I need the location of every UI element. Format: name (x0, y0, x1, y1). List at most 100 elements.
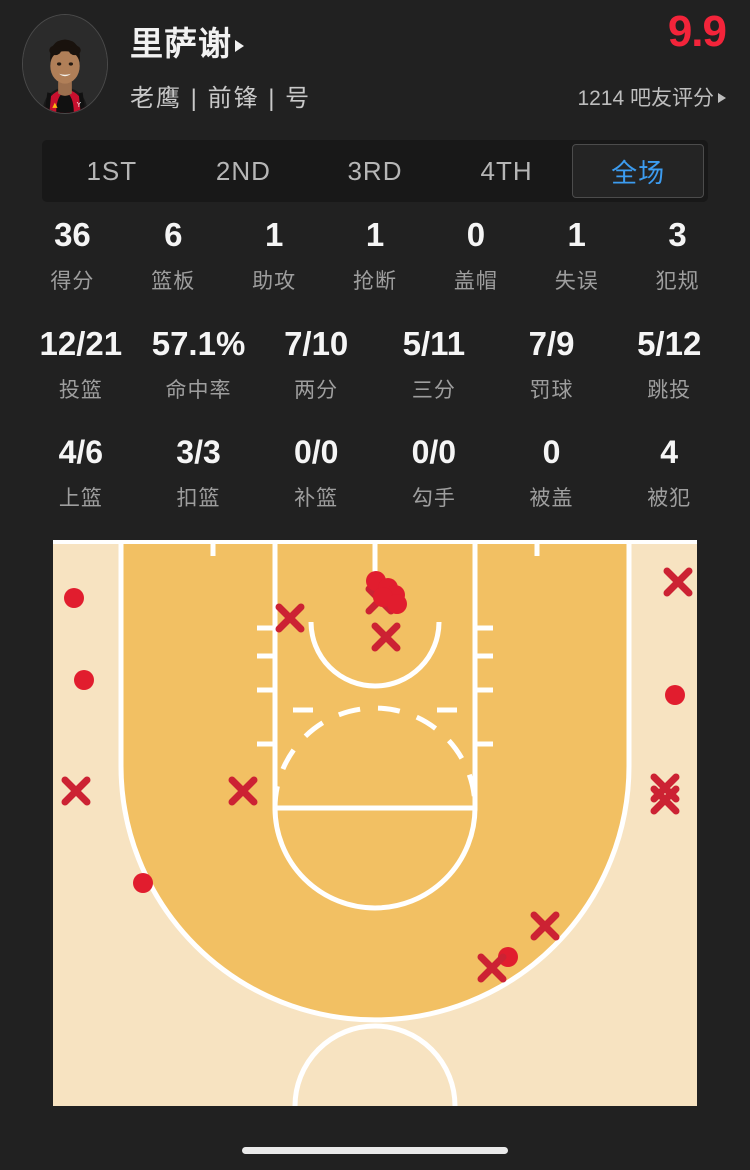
tab-full-game[interactable]: 全场 (572, 144, 704, 198)
stat-label: 勾手 (411, 487, 456, 510)
rating-subtitle[interactable]: 1214 吧友评分 (577, 82, 726, 112)
stat-putbacks: 0/0 补篮 (257, 436, 375, 512)
period-tabbar: 1ST 2ND 3RD 4TH 全场 (42, 140, 708, 202)
stat-value: 6 (164, 216, 183, 253)
shot-marker-made (665, 685, 685, 705)
stat-label: 失误 (554, 270, 599, 293)
stat-value: 4/6 (58, 434, 104, 470)
stat-label: 助攻 (252, 270, 297, 293)
stat-field-goals: 12/21 投篮 (22, 327, 140, 404)
home-indicator[interactable] (242, 1147, 508, 1154)
stat-value: 1 (264, 216, 284, 253)
shot-markers (61, 567, 693, 983)
stat-value: 5/12 (637, 325, 702, 362)
shot-marker-missed (477, 953, 507, 983)
shot-chart[interactable] (53, 540, 697, 1106)
stat-steals: 1 抢断 (325, 218, 426, 295)
stat-label: 跳投 (647, 379, 692, 402)
stat-value: 3/3 (176, 434, 221, 470)
chevron-right-icon (718, 93, 726, 103)
tab-4th[interactable]: 4TH (480, 155, 533, 186)
svg-text:Y: Y (76, 101, 82, 109)
stat-row-shot-types: 4/6 上篮 3/3 扣篮 0/0 补篮 0/0 勾手 0 被盖 4 被犯 (22, 436, 728, 512)
stat-table: 36 得分 6 篮板 1 助攻 1 抢断 0 盖帽 1 失误 3 犯规 12/ (0, 218, 750, 512)
stat-value: 1 (567, 216, 586, 253)
stat-label: 犯规 (655, 270, 700, 293)
stat-jump-shots: 5/12 跳投 (610, 327, 728, 404)
shot-marker-missed (61, 776, 91, 806)
shot-marker-made (133, 873, 153, 893)
stat-value: 36 (54, 216, 91, 253)
stat-fg-percent: 57.1% 命中率 (140, 327, 258, 404)
stat-label: 被盖 (529, 487, 574, 510)
stat-label: 得分 (50, 270, 95, 293)
stat-value: 3 (668, 216, 687, 253)
stat-row-basic: 36 得分 6 篮板 1 助攻 1 抢断 0 盖帽 1 失误 3 犯规 (22, 218, 728, 295)
stat-fouls-drawn: 4 被犯 (610, 436, 728, 512)
stat-label: 补篮 (294, 487, 339, 510)
stat-rebounds: 6 篮板 (123, 218, 224, 295)
stat-value: 4 (660, 434, 679, 470)
shot-marker-missed (275, 603, 305, 633)
stat-label: 投篮 (58, 379, 103, 402)
player-name-block: 里萨谢 老鹰 | 前锋 | 号 (130, 14, 728, 113)
stat-layups: 4/6 上篮 (22, 436, 140, 512)
rating-subtitle-text: 1214 吧友评分 (577, 87, 714, 110)
stat-label: 抢断 (353, 270, 397, 293)
player-name[interactable]: 里萨谢 (130, 25, 728, 62)
stat-turnovers: 1 失误 (526, 218, 627, 295)
shot-marker-made (387, 594, 407, 614)
tab-1st[interactable]: 1ST (86, 155, 138, 186)
tab-3rd[interactable]: 3RD (347, 155, 403, 186)
shot-marker-missed (530, 911, 560, 941)
court-diagram (53, 540, 697, 1106)
player-header: ▲ Y 里萨谢 老鹰 | 前锋 | 号 9.9 1214 吧友评分 (0, 0, 750, 130)
tab-2nd[interactable]: 2ND (215, 155, 271, 186)
stat-value: 12/21 (39, 325, 123, 362)
shot-marker-made (498, 947, 518, 967)
stat-points: 36 得分 (22, 218, 123, 295)
stat-label: 罚球 (529, 379, 574, 402)
stat-assists: 1 助攻 (224, 218, 325, 295)
stat-blocks: 0 盖帽 (425, 218, 526, 295)
svg-text:▲: ▲ (52, 101, 58, 109)
stat-value: 0 (542, 434, 561, 470)
stat-label: 被犯 (647, 487, 692, 510)
shot-marker-missed (650, 785, 680, 815)
player-headshot-icon: ▲ Y (23, 15, 107, 113)
avatar[interactable]: ▲ Y (22, 14, 108, 114)
stat-value: 5/11 (402, 325, 466, 362)
stat-label: 篮板 (151, 270, 196, 293)
player-name-text: 里萨谢 (130, 25, 232, 62)
stat-dunks: 3/3 扣篮 (140, 436, 258, 512)
stat-label: 盖帽 (453, 270, 498, 293)
stat-label: 三分 (411, 379, 456, 402)
stat-free-throws: 7/9 罚球 (493, 327, 611, 404)
stat-value: 0/0 (411, 434, 457, 470)
stat-three-pointers: 5/11 三分 (375, 327, 493, 404)
stat-value: 7/10 (284, 325, 349, 362)
chevron-right-icon (235, 40, 244, 53)
player-meta: 老鹰 | 前锋 | 号 (130, 85, 312, 113)
stat-value: 7/9 (528, 325, 575, 362)
rating-score: 9.9 (667, 7, 727, 56)
stat-value: 1 (365, 216, 385, 253)
stat-hooks: 0/0 勾手 (375, 436, 493, 512)
stat-two-pointers: 7/10 两分 (257, 327, 375, 404)
stat-value: 0 (466, 216, 486, 253)
stat-value: 57.1% (151, 325, 246, 362)
stat-value: 0/0 (293, 434, 339, 470)
stat-label: 命中率 (165, 379, 232, 402)
shot-marker-missed (663, 567, 693, 597)
shot-marker-made (74, 670, 94, 690)
stat-label: 扣篮 (176, 487, 221, 510)
shot-marker-missed (371, 622, 401, 652)
stat-row-shooting: 12/21 投篮 57.1% 命中率 7/10 两分 5/11 三分 7/9 罚… (22, 327, 728, 404)
stat-blocked-shots: 0 被盖 (493, 436, 611, 512)
stat-label: 上篮 (58, 487, 103, 510)
rating-block[interactable]: 9.9 1214 吧友评分 (577, 7, 727, 112)
shot-marker-made (64, 588, 84, 608)
stat-label: 两分 (294, 379, 339, 402)
stat-fouls: 3 犯规 (627, 218, 728, 295)
shot-marker-missed (228, 776, 258, 806)
